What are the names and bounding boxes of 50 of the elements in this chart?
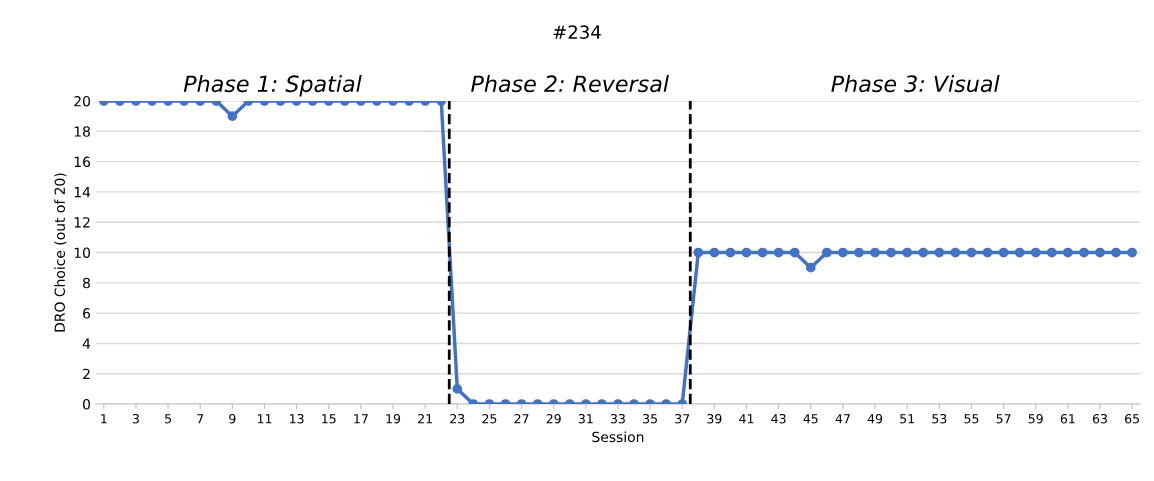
x-tick-label: 63	[1092, 413, 1107, 424]
y-tick-label: 6	[83, 308, 91, 319]
x-tick-label: 39	[707, 413, 722, 424]
x-tick-label: 13	[290, 413, 304, 424]
x-tick-label: 49	[867, 413, 883, 424]
x-tick-label: 45	[803, 414, 818, 424]
x-tick-label: 33	[610, 413, 625, 424]
x-tick-label: 1	[101, 414, 107, 424]
x-axis-title: Session	[592, 431, 644, 443]
x-tick-label: 29	[546, 413, 561, 424]
x-tick-label: 3	[132, 413, 139, 424]
y-tick-label: 2	[83, 368, 90, 380]
x-tick-label: 21	[418, 413, 432, 424]
x-tick-label: 15	[322, 414, 336, 424]
y-tick-label: 20	[74, 95, 90, 107]
x-tick-label: 19	[386, 413, 401, 424]
x-tick-label: 47	[835, 414, 850, 424]
y-tick-label: 18	[74, 126, 90, 137]
y-tick-label: 0	[83, 399, 90, 410]
x-tick-label: 43	[771, 413, 786, 424]
x-tick-label: 61	[1060, 413, 1075, 424]
x-tick-label: 59	[1028, 413, 1043, 424]
x-tick-label: 55	[964, 414, 979, 424]
text: Phase 3: Visual	[831, 74, 1000, 93]
x-tick-label: 41	[739, 414, 754, 424]
y-tick-label: 14	[74, 187, 91, 198]
y-tick-label: 8	[83, 277, 90, 289]
x-tick-label: 37	[675, 413, 690, 424]
x-tick-label: 25	[482, 413, 497, 424]
x-tick-label: 51	[900, 414, 914, 424]
x-tick-label: 5	[165, 414, 171, 424]
text: Phase 2: Reversal	[471, 74, 669, 93]
x-tick-label: 57	[996, 414, 1011, 424]
x-tick-label: 35	[643, 413, 657, 424]
x-tick-label: 7	[197, 414, 204, 424]
chart-title: #234	[553, 25, 601, 39]
x-tick-label: 65	[1125, 413, 1139, 424]
x-tick-label: 53	[932, 413, 947, 424]
x-tick-label: 9	[229, 413, 236, 424]
x-tick-label: 31	[578, 413, 593, 424]
y-tick-label: 16	[74, 156, 91, 168]
y-tick-label: 10	[74, 247, 90, 258]
y-tick-label: 12	[74, 217, 90, 228]
x-tick-label: 23	[450, 413, 465, 424]
x-tick-label: 11	[257, 414, 272, 424]
text: Phase 1: Spatial	[183, 74, 362, 97]
y-axis-title: DRO Choice (out of 20)	[54, 173, 67, 332]
x-tick-label: 17	[354, 414, 368, 424]
y-tick-label: 4	[82, 338, 91, 349]
x-tick-label: 27	[514, 413, 529, 424]
